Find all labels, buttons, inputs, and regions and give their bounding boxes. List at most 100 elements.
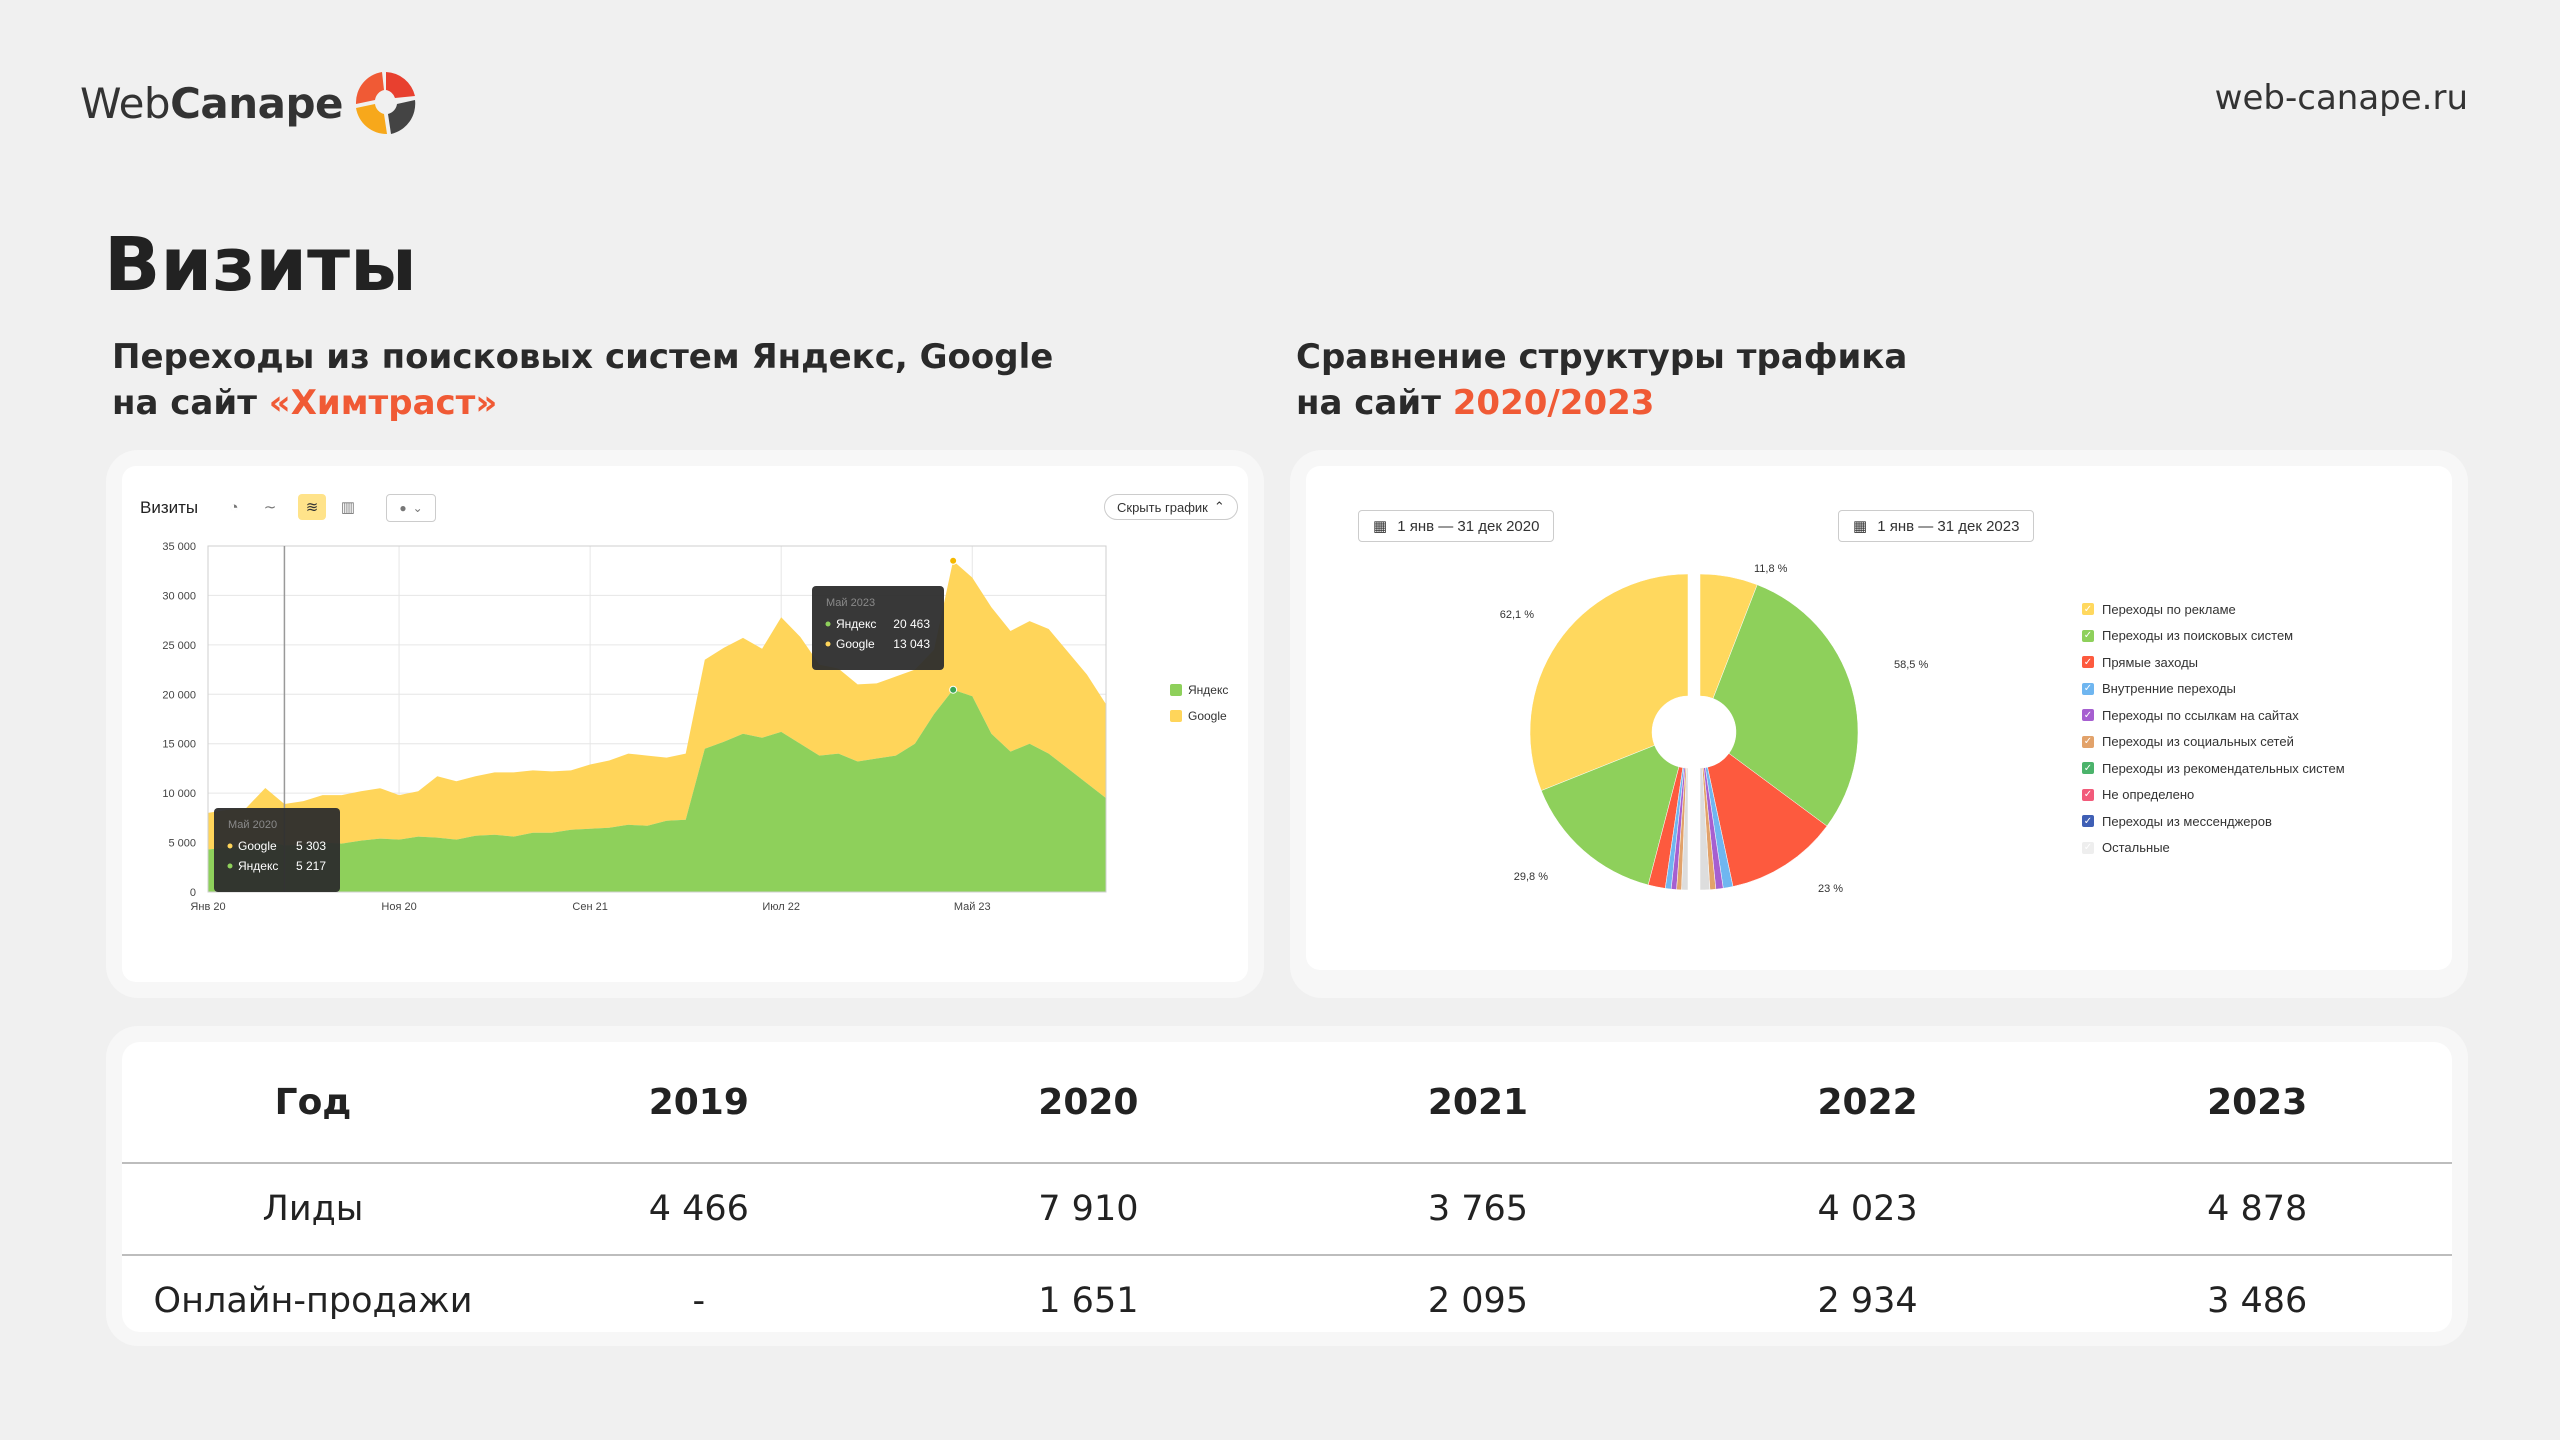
legend-checkbox[interactable]: ✓ bbox=[2082, 815, 2094, 828]
table-cell: 2 095 bbox=[1427, 1281, 1529, 1321]
bar-chart-icon[interactable]: ▥ bbox=[340, 499, 356, 516]
legend-item[interactable]: ✓ Переходы по ссылкам на сайтах bbox=[2082, 702, 2345, 729]
legend-item[interactable]: ✓ Внутренние переходы bbox=[2082, 676, 2345, 703]
calendar-icon: ▦ bbox=[1373, 518, 1388, 535]
stacked-area-icon[interactable]: ≋ bbox=[298, 494, 326, 520]
legend-label: Прямые заходы bbox=[2102, 654, 2199, 670]
left-heading: Переходы из поисковых систем Яндекс, Goo… bbox=[112, 337, 1054, 423]
legend-label: Google bbox=[1188, 709, 1227, 723]
pie-percent-label: 58,5 % bbox=[1894, 659, 1928, 671]
pie-chart-panel: ▦ 1 янв — 31 дек 2020 ▦ 1 янв — 31 дек 202… bbox=[1306, 466, 2452, 970]
table-cell: 4 466 bbox=[504, 1163, 894, 1256]
legend-checkbox[interactable]: ✓ bbox=[2082, 735, 2094, 748]
brand-logo[interactable]: WebCanape bbox=[80, 68, 421, 138]
header-2019: 2019 bbox=[504, 1042, 894, 1164]
legend-item[interactable]: ✓ Не определено bbox=[2082, 782, 2345, 809]
tooltip-dot bbox=[825, 621, 831, 627]
sync-icon[interactable]: ◔ bbox=[229, 498, 239, 516]
tooltip-label: Яндекс bbox=[238, 859, 278, 873]
table-row: Лиды 4 466 7 910 3 765 4 023 4 878 bbox=[122, 1163, 2452, 1256]
logo-mark-icon bbox=[356, 72, 416, 135]
legend-item[interactable]: ✓ Прямые заходы bbox=[2082, 649, 2345, 676]
legend-checkbox[interactable]: ✓ bbox=[2082, 788, 2094, 801]
header-year: Год bbox=[122, 1042, 504, 1164]
line-chart-icon[interactable]: ∼ bbox=[263, 499, 277, 516]
legend-label: Не определено bbox=[2102, 787, 2195, 803]
pie-chart: 11,8 % 58,5 % 23 % 62,1 % 29,8 % bbox=[1500, 563, 1929, 895]
legend-label: Переходы из мессенджеров bbox=[2102, 813, 2272, 829]
legend-label: Переходы из социальных сетей bbox=[2102, 734, 2294, 750]
tooltip-value: 5 217 bbox=[296, 859, 326, 873]
legend-item[interactable]: ✓ Переходы из рекомендательных систем bbox=[2082, 755, 2345, 782]
legend-item[interactable]: ✓ Переходы по рекламе bbox=[2082, 596, 2345, 623]
pie-percent-label: 29,8 % bbox=[1514, 871, 1548, 883]
legend-checkbox[interactable]: ✓ bbox=[2082, 841, 2094, 854]
chart-toolbar-title: Визиты bbox=[140, 498, 199, 517]
legend-checkbox[interactable]: ✓ bbox=[2082, 682, 2094, 695]
tooltip-value: 13 043 bbox=[893, 637, 930, 651]
legend-label: Переходы по ссылкам на сайтах bbox=[2102, 707, 2299, 723]
table-cell: 3 765 bbox=[1283, 1163, 1673, 1256]
pie-chart-card: ▦ 1 янв — 31 дек 2020 ▦ 1 янв — 31 дек 202… bbox=[1290, 450, 2468, 998]
legend-label: Внутренние переходы bbox=[2102, 681, 2236, 697]
hover-point-google bbox=[949, 556, 958, 565]
table-row: Онлайн-продажи - 1 651 2 095 2 934 3 486 bbox=[122, 1255, 2452, 1346]
legend-swatch bbox=[1170, 710, 1182, 722]
tooltip-title: Май 2020 bbox=[228, 819, 277, 831]
pie-percent-label: 62,1 % bbox=[1500, 609, 1534, 621]
legend-label: Остальные bbox=[2102, 840, 2170, 856]
table-cell: 1 651 bbox=[1038, 1281, 1139, 1321]
date-range-2020-button[interactable]: ▦ 1 янв — 31 дек 2020 bbox=[1358, 510, 1555, 542]
site-url[interactable]: web-canape.ru bbox=[2214, 78, 2468, 118]
tooltip-dot bbox=[825, 641, 831, 647]
tooltip-title: Май 2023 bbox=[826, 597, 875, 609]
comment-icon: ● bbox=[399, 501, 407, 515]
tooltip-label: Google bbox=[836, 637, 875, 651]
hide-chart-button[interactable]: Скрыть график ⌃ bbox=[1104, 494, 1238, 520]
table-cell: 4 878 bbox=[2062, 1163, 2452, 1256]
legend-checkbox[interactable]: ✓ bbox=[2082, 629, 2094, 642]
pie-slice-2023 bbox=[1707, 753, 1828, 887]
legend-label: Переходы из рекомендательных систем bbox=[2102, 760, 2345, 776]
legend-checkbox[interactable]: ✓ bbox=[2082, 762, 2094, 775]
tooltip-may-2023: Май 2023 Яндекс 20 463 Google 13 043 bbox=[812, 586, 944, 670]
logo-text: WebCanape bbox=[80, 78, 344, 128]
pie-slice-2020 bbox=[1681, 767, 1689, 891]
legend-checkbox[interactable]: ✓ bbox=[2082, 603, 2094, 616]
x-tick-label: Янв 20 bbox=[190, 901, 225, 913]
pie-percent-label: 23 % bbox=[1818, 883, 1843, 895]
row-label: Лиды bbox=[122, 1163, 504, 1256]
legend-item[interactable]: ✓ Переходы из поисковых систем bbox=[2082, 623, 2345, 650]
plot-frame bbox=[207, 545, 1107, 893]
date-range-2023-button[interactable]: ▦ 1 янв — 31 дек 2023 bbox=[1838, 510, 2035, 542]
tooltip-label: Яндекс bbox=[836, 617, 876, 631]
legend-item[interactable]: ✓ Переходы из социальных сетей bbox=[2082, 729, 2345, 756]
tooltip-label: Google bbox=[238, 839, 277, 853]
hover-point-yandex bbox=[949, 685, 958, 694]
header-2021: 2021 bbox=[1283, 1042, 1673, 1164]
legend-checkbox[interactable]: ✓ bbox=[2082, 709, 2094, 722]
legend-label: Яндекс bbox=[1188, 683, 1228, 697]
pie-slice-2020 bbox=[1647, 766, 1684, 889]
legend-item[interactable]: ✓ Остальные bbox=[2082, 835, 2345, 862]
y-tick-label: 25 000 bbox=[162, 640, 196, 652]
pie-slice-2023 bbox=[1699, 767, 1711, 891]
tooltip-may-2020: Май 2020 Google 5 303 Яндекс 5 217 bbox=[214, 808, 340, 892]
x-tick-label: Июл 22 bbox=[762, 901, 800, 913]
table-cell: 3 486 bbox=[2207, 1281, 2308, 1321]
x-tick-label: Сен 21 bbox=[572, 901, 607, 913]
y-tick-label: 10 000 bbox=[162, 788, 196, 800]
row-label: Онлайн-продажи bbox=[153, 1281, 473, 1321]
y-tick-label: 35 000 bbox=[162, 541, 196, 553]
table-cell: 2 934 bbox=[1817, 1281, 1918, 1321]
y-tick-label: 0 bbox=[190, 887, 196, 899]
legend-checkbox[interactable]: ✓ bbox=[2082, 656, 2094, 669]
right-heading: Сравнение структуры трафика на сайт 2020… bbox=[1296, 337, 1908, 423]
stats-table: Год 2019 2020 2021 2022 2023 Лиды 4 466 … bbox=[122, 1042, 2452, 1346]
table-header-row: Год 2019 2020 2021 2022 2023 bbox=[122, 1042, 2452, 1164]
legend-swatch bbox=[1170, 684, 1182, 696]
comment-dropdown[interactable]: ● ⌄ bbox=[386, 494, 436, 522]
series-area-yandex bbox=[208, 689, 1106, 892]
legend-item[interactable]: ✓ Переходы из мессенджеров bbox=[2082, 808, 2345, 835]
